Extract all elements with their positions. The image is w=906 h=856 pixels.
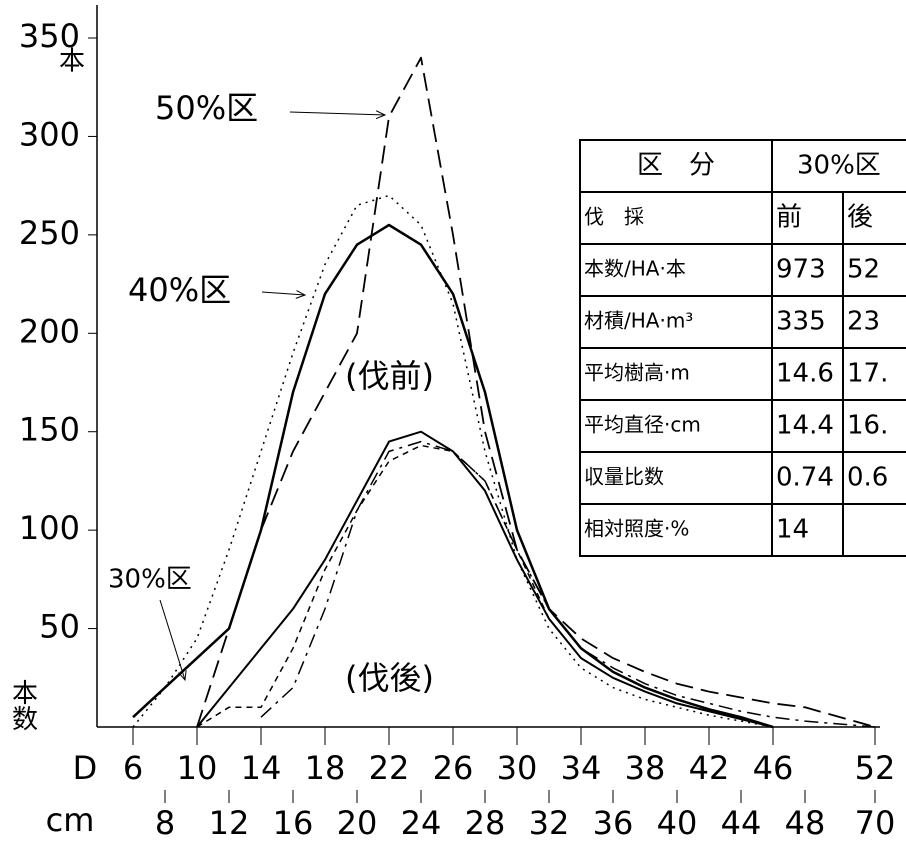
table-cell: 後 xyxy=(847,203,873,233)
line-series xyxy=(132,194,774,728)
x-tick-label: 70 xyxy=(855,804,896,842)
arrow xyxy=(261,292,305,295)
y-tick-label: 250 xyxy=(19,214,80,252)
x-tick-label: 52 xyxy=(855,749,896,787)
x-tick-label: 16 xyxy=(273,804,314,842)
line-series xyxy=(196,444,774,728)
table-cell: 材積/HA·m³ xyxy=(584,309,693,333)
table-cell: 14.6 xyxy=(776,359,834,389)
table-cell: 335 xyxy=(776,307,826,337)
table-cell: 平均樹高·m xyxy=(584,361,690,385)
x-tick-label: 48 xyxy=(785,804,826,842)
table-cell: 23 xyxy=(847,307,880,337)
annotation: (伐前) xyxy=(345,357,434,395)
x-tick-label: 14 xyxy=(241,749,282,787)
x-tick-label: 46 xyxy=(753,749,794,787)
table-cell: 0.74 xyxy=(776,463,834,493)
x-tick-label: 42 xyxy=(689,749,730,787)
x-tick-label: 40 xyxy=(657,804,698,842)
x-unit: cm xyxy=(46,801,95,839)
table-cell: 52 xyxy=(847,255,880,285)
x-tick-label: 10 xyxy=(177,749,218,787)
table-cell: 収量比数 xyxy=(584,465,664,489)
x-tick-label: 26 xyxy=(433,749,474,787)
data-table: 区 分 30%区伐 採 前 後本数/HA·本 973 52 材積/HA·m³ 335 23 平均樹… xyxy=(579,139,906,557)
y-tick-label: 300 xyxy=(19,115,80,153)
annotation: 40%区 xyxy=(128,271,231,309)
arrow xyxy=(289,112,385,115)
y-tick-label: 50 xyxy=(39,608,80,646)
x-tick-label: 12 xyxy=(209,804,250,842)
line-series xyxy=(196,56,876,728)
x-tick-label: 38 xyxy=(625,749,666,787)
table-cell: 0.6 xyxy=(847,463,888,493)
table-cell: 14 xyxy=(776,515,809,545)
annotation: 50%区 xyxy=(155,89,258,127)
x-tick-label: 6 xyxy=(123,749,143,787)
y-unit: 本数 xyxy=(8,679,38,731)
table-cell: 相対照度·% xyxy=(584,517,689,541)
table-cell: 前 xyxy=(776,203,802,233)
x-tick-label: 8 xyxy=(155,804,175,842)
line-series xyxy=(196,430,774,728)
x-tick-label: 24 xyxy=(401,804,442,842)
line-series xyxy=(260,440,876,728)
x-tick-label: 34 xyxy=(561,749,602,787)
y-unit: 本 xyxy=(59,47,85,77)
x-tick-label: 30 xyxy=(497,749,538,787)
y-tick-label: 100 xyxy=(19,509,80,547)
table-header: 30%区 xyxy=(797,151,881,181)
x-tick-label: 44 xyxy=(721,804,762,842)
x-prefix: D xyxy=(73,749,98,787)
y-tick-label: 150 xyxy=(19,411,80,449)
x-tick-label: 18 xyxy=(305,749,346,787)
x-tick-label: 22 xyxy=(369,749,410,787)
x-tick-label: 20 xyxy=(337,804,378,842)
x-tick-label: 36 xyxy=(593,804,634,842)
x-tick-label: 32 xyxy=(529,804,570,842)
arrow xyxy=(159,599,185,680)
x-tick-label: 28 xyxy=(465,804,506,842)
table-cell: 平均直径·cm xyxy=(584,413,701,437)
y-tick-label: 200 xyxy=(19,312,80,350)
table-cell: 973 xyxy=(776,255,826,285)
table-cell: 本数/HA·本 xyxy=(584,257,686,281)
table-header: 区 分 xyxy=(637,151,715,181)
table-cell: 伐 採 xyxy=(584,205,644,229)
annotation: 30%区 xyxy=(108,565,192,595)
annotation: (伐後) xyxy=(345,659,434,697)
table-cell: 16. xyxy=(847,411,888,441)
table-cell: 17. xyxy=(847,359,888,389)
y-tick-label: 350 xyxy=(19,17,80,55)
table-cell: 14.4 xyxy=(776,411,834,441)
